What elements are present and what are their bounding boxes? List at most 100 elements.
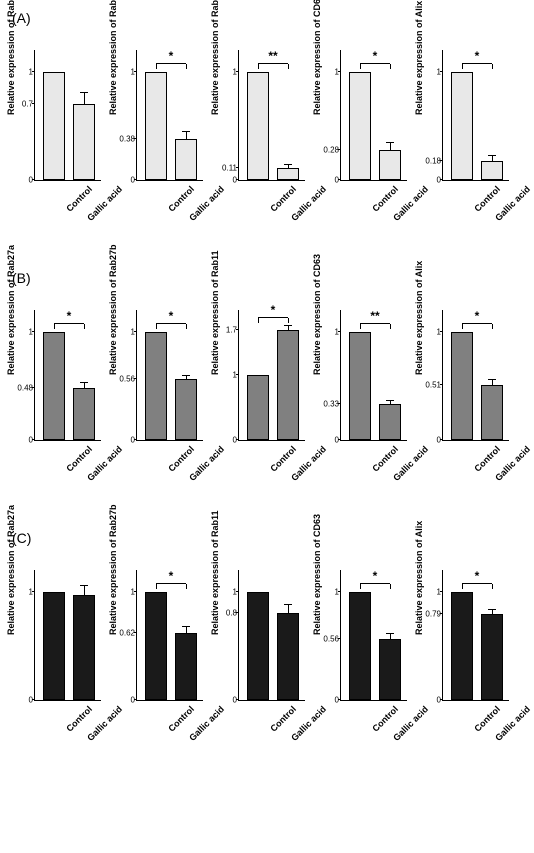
bar-control xyxy=(145,72,167,180)
error-bar xyxy=(288,165,289,168)
error-bar xyxy=(84,383,85,388)
significance-drop xyxy=(186,324,187,329)
error-cap xyxy=(80,382,88,383)
tick-label: 1 xyxy=(233,587,239,596)
significance-star: ** xyxy=(370,309,379,323)
bar-control xyxy=(145,592,167,700)
y-axis-label: Relative expression of Rab27b xyxy=(108,504,118,635)
tick-label: 0 xyxy=(29,436,35,445)
significance-bracket xyxy=(462,583,492,584)
tick-label: 0.33 xyxy=(323,400,341,409)
error-cap xyxy=(386,400,394,401)
significance-bracket xyxy=(462,63,492,64)
plot-area: 01ControlGallic acid xyxy=(34,570,101,701)
tick-label: 1.7 xyxy=(226,325,239,334)
tick-label: 0 xyxy=(233,696,239,705)
plot-area: 010.79ControlGallic acid* xyxy=(442,570,509,701)
bar-treated xyxy=(481,614,503,700)
significance-bracket xyxy=(156,323,186,324)
bar-treated xyxy=(73,104,95,180)
error-cap xyxy=(182,375,190,376)
tick-label: 1 xyxy=(437,587,443,596)
bar-treated xyxy=(175,139,197,180)
bar-chart: Relative expression of Rab27a010.7Contro… xyxy=(10,30,108,230)
bar-chart: Relative expression of Rab27b010.38Contr… xyxy=(112,30,210,230)
plot-area: 010.28ControlGallic acid* xyxy=(340,50,407,181)
error-cap xyxy=(182,131,190,132)
significance-drop xyxy=(390,324,391,329)
bar-control xyxy=(451,332,473,440)
tick-label: 1 xyxy=(233,67,239,76)
tick-label: 1 xyxy=(437,327,443,336)
tick-label: 0.11 xyxy=(222,164,239,173)
significance-drop xyxy=(288,318,289,323)
y-axis-label: Relative expression of Rab27a xyxy=(6,505,16,635)
significance-drop xyxy=(186,64,187,69)
bar-chart: Relative expression of Rab27a01ControlGa… xyxy=(10,550,108,750)
significance-drop xyxy=(258,64,259,69)
significance-drop xyxy=(258,318,259,323)
tick-label: 1 xyxy=(437,67,443,76)
tick-label: 1 xyxy=(29,587,35,596)
significance-star: * xyxy=(373,49,378,63)
tick-label: 0.51 xyxy=(425,380,443,389)
error-cap xyxy=(488,155,496,156)
bar-treated xyxy=(277,613,299,700)
bar-treated xyxy=(379,150,401,180)
bar-chart: Relative expression of CD63010.56Control… xyxy=(316,550,414,750)
significance-bracket xyxy=(360,63,390,64)
significance-drop xyxy=(462,324,463,329)
plot-area: 010.56ControlGallic acid* xyxy=(136,310,203,441)
error-bar xyxy=(492,610,493,614)
bar-control xyxy=(43,332,65,440)
plot-area: 010.8ControlGallic acid xyxy=(238,570,305,701)
chart-row: Relative expression of Rab27a010.48Contr… xyxy=(10,290,524,490)
bar-control xyxy=(145,332,167,440)
error-cap xyxy=(182,626,190,627)
tick-label: 0 xyxy=(131,176,137,185)
error-bar xyxy=(84,586,85,595)
significance-drop xyxy=(156,324,157,329)
bar-control xyxy=(247,375,269,440)
bar-control xyxy=(43,592,65,700)
error-cap xyxy=(80,92,88,93)
panel-label: (B) xyxy=(12,270,524,286)
error-bar xyxy=(186,627,187,632)
bar-control xyxy=(451,592,473,700)
error-bar xyxy=(186,132,187,139)
tick-label: 0.79 xyxy=(425,610,443,619)
significance-bracket xyxy=(360,323,390,324)
tick-label: 0.8 xyxy=(226,609,239,618)
error-cap xyxy=(488,609,496,610)
bar-control xyxy=(349,72,371,180)
significance-bracket xyxy=(462,323,492,324)
significance-drop xyxy=(156,64,157,69)
significance-star: * xyxy=(67,309,72,323)
y-axis-label: Relative expression of CD63 xyxy=(312,514,322,635)
bar-control xyxy=(247,592,269,700)
significance-drop xyxy=(156,584,157,589)
bar-chart: Relative expression of Rab27b010.62Contr… xyxy=(112,550,210,750)
error-cap xyxy=(386,142,394,143)
bar-chart: Relative expression of Alix010.51Control… xyxy=(418,290,516,490)
tick-label: 0.38 xyxy=(119,134,137,143)
tick-label: 1 xyxy=(233,371,239,380)
y-axis-label: Relative expression of Rab27b xyxy=(108,0,118,115)
bar-treated xyxy=(379,639,401,700)
significance-star: ** xyxy=(268,49,277,63)
y-axis-label: Relative expression of Rab11 xyxy=(210,250,220,375)
error-bar xyxy=(492,380,493,384)
tick-label: 0 xyxy=(131,696,137,705)
bar-control xyxy=(247,72,269,180)
bar-chart: Relative expression of Rab27a010.48Contr… xyxy=(10,290,108,490)
bar-treated xyxy=(277,330,299,441)
panel-C: (C)Relative expression of Rab27a01Contro… xyxy=(10,530,524,750)
error-bar xyxy=(492,156,493,160)
chart-row: Relative expression of Rab27a010.7Contro… xyxy=(10,30,524,230)
bar-control xyxy=(349,332,371,440)
significance-star: * xyxy=(169,49,174,63)
bar-treated xyxy=(73,388,95,440)
bar-chart: Relative expression of Rab11011.7Control… xyxy=(214,290,312,490)
error-bar xyxy=(186,376,187,379)
plot-area: 010.33ControlGallic acid** xyxy=(340,310,407,441)
